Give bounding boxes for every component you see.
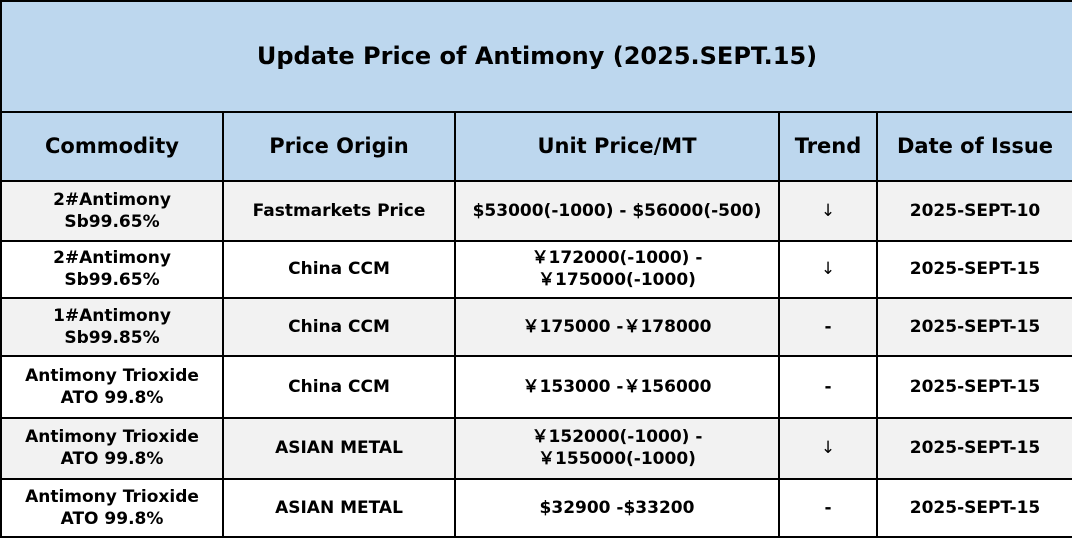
trend-dash: -: [778, 296, 878, 357]
date-of-issue-cell: 2025-SEPT-15: [875, 477, 1072, 538]
commodity-cell: Antimony Trioxide ATO 99.8%: [0, 417, 224, 480]
price-origin-cell: ASIAN METAL: [222, 477, 456, 538]
date-of-issue-cell: 2025-SEPT-10: [875, 179, 1072, 243]
table-row: Antimony Trioxide ATO 99.8% China CCM ￥1…: [0, 354, 1072, 420]
table-row: 2#Antimony Sb99.65% China CCM ￥172000(-1…: [0, 240, 1072, 299]
trend-dash: -: [778, 354, 878, 420]
date-of-issue-cell: 2025-SEPT-15: [875, 240, 1072, 299]
date-of-issue-cell: 2025-SEPT-15: [875, 417, 1072, 480]
commodity-cell: 1#Antimony Sb99.85%: [0, 296, 224, 357]
trend-dash: -: [778, 477, 878, 538]
unit-price-cell: ￥172000(-1000) -￥175000(-1000): [454, 240, 780, 299]
commodity-cell: Antimony Trioxide ATO 99.8%: [0, 354, 224, 420]
header-price-origin: Price Origin: [222, 110, 456, 182]
table-row: 2#Antimony Sb99.65% Fastmarkets Price $5…: [0, 179, 1072, 243]
price-origin-cell: ASIAN METAL: [222, 417, 456, 480]
price-origin-cell: China CCM: [222, 354, 456, 420]
arrow-down-icon: ↓: [778, 240, 878, 299]
header-date-of-issue: Date of Issue: [875, 110, 1072, 182]
arrow-down-icon: ↓: [778, 179, 878, 243]
price-origin-cell: China CCM: [222, 240, 456, 299]
arrow-down-icon: ↓: [778, 417, 878, 480]
commodity-cell: 2#Antimony Sb99.65%: [0, 240, 224, 299]
commodity-cell: 2#Antimony Sb99.65%: [0, 179, 224, 243]
table-row: Antimony Trioxide ATO 99.8% ASIAN METAL …: [0, 477, 1072, 538]
date-of-issue-cell: 2025-SEPT-15: [875, 296, 1072, 357]
table-title: Update Price of Antimony (2025.SEPT.15): [0, 0, 1072, 113]
price-origin-cell: Fastmarkets Price: [222, 179, 456, 243]
unit-price-cell: ￥175000 -￥178000: [454, 296, 780, 357]
header-trend: Trend: [778, 110, 878, 182]
table-row: Antimony Trioxide ATO 99.8% ASIAN METAL …: [0, 417, 1072, 480]
unit-price-cell: ￥152000(-1000) -￥155000(-1000): [454, 417, 780, 480]
price-origin-cell: China CCM: [222, 296, 456, 357]
unit-price-cell: $53000(-1000) - $56000(-500): [454, 179, 780, 243]
unit-price-cell: $32900 -$33200: [454, 477, 780, 538]
header-commodity: Commodity: [0, 110, 224, 182]
header-unit-price: Unit Price/MT: [454, 110, 780, 182]
unit-price-cell: ￥153000 -￥156000: [454, 354, 780, 420]
table-row: 1#Antimony Sb99.85% China CCM ￥175000 -￥…: [0, 296, 1072, 357]
commodity-cell: Antimony Trioxide ATO 99.8%: [0, 477, 224, 538]
date-of-issue-cell: 2025-SEPT-15: [875, 354, 1072, 420]
